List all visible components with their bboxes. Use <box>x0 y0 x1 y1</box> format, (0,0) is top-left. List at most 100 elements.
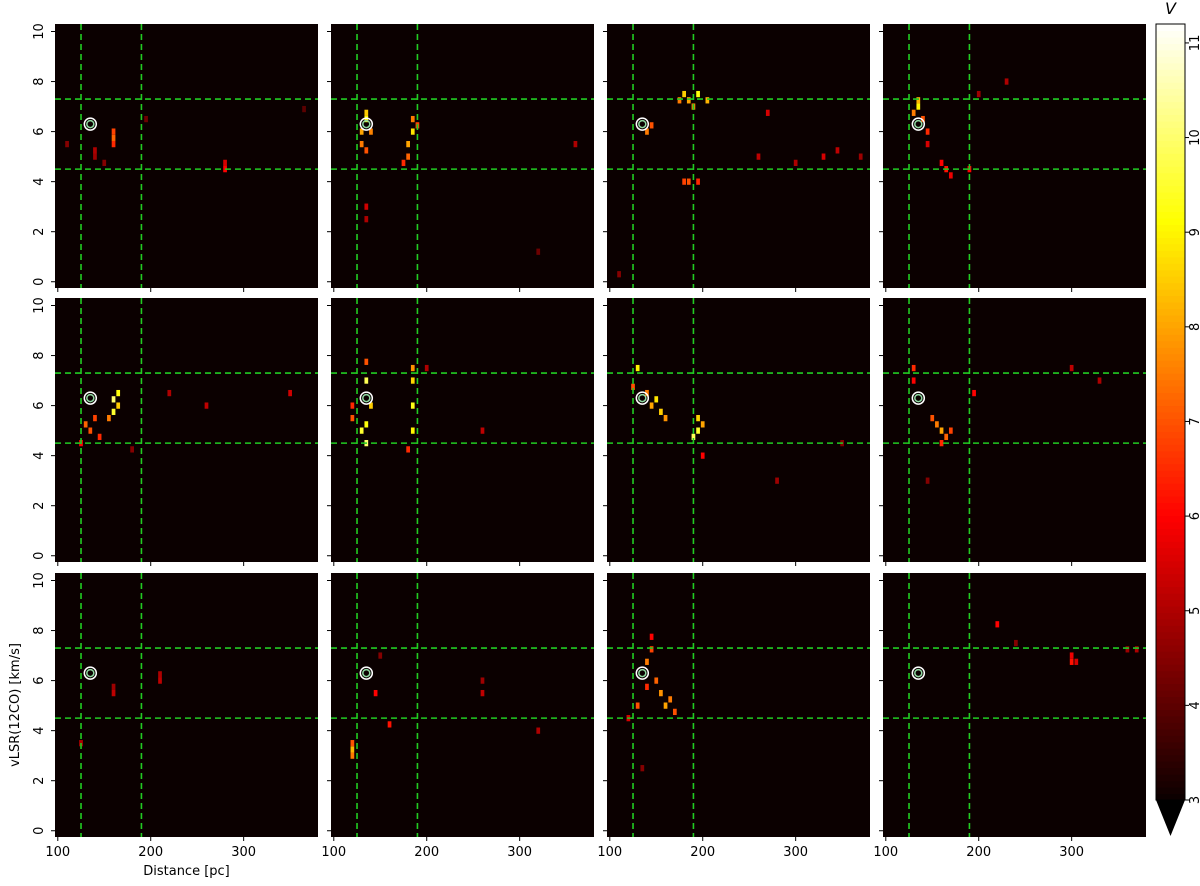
heatmap-cell <box>350 740 355 747</box>
colorbar-tick-label: 11 <box>1188 35 1200 52</box>
colorbar-tick-label: 9 <box>1188 228 1200 236</box>
panel <box>603 24 870 292</box>
x-tick-label: 200 <box>414 845 439 860</box>
panel: 0 2 4 6 8 10 <box>32 297 318 566</box>
heatmap-cell <box>102 159 107 167</box>
y-tick-label: 0 <box>32 827 47 835</box>
colorbar-segment <box>1156 127 1185 135</box>
heatmap-cell <box>364 377 369 384</box>
heatmap-cell <box>948 172 953 179</box>
colorbar-segment <box>1156 787 1185 795</box>
panel-background <box>883 24 1146 288</box>
heatmap-cell <box>65 140 69 148</box>
heatmap-cell <box>659 689 663 697</box>
panel-background <box>331 298 594 562</box>
plot-area <box>55 573 318 837</box>
heatmap-cell <box>649 646 654 653</box>
marker <box>83 666 98 680</box>
colorbar-tick-label: 5 <box>1188 607 1200 615</box>
colorbar-segment <box>1156 121 1185 128</box>
colorbar-segment <box>1156 496 1185 504</box>
y-axis-label: vLSR(12CO) [km/s] <box>8 643 23 767</box>
heatmap-cell <box>696 178 700 185</box>
colorbar-segment <box>1156 88 1185 96</box>
y-tick-label: 8 <box>32 626 47 634</box>
colorbar-segment <box>1156 573 1185 581</box>
heatmap-cell <box>793 159 798 167</box>
marker-inner <box>914 393 923 403</box>
heatmap-cell <box>350 414 355 422</box>
heatmap-cell <box>677 97 682 104</box>
colorbar-segment <box>1156 211 1185 219</box>
plot-area <box>55 24 318 288</box>
colorbar-segment <box>1156 379 1185 387</box>
colorbar-segment <box>1156 767 1185 775</box>
marker <box>635 117 650 131</box>
colorbar-segment <box>1156 547 1185 555</box>
heatmap-cell <box>645 658 649 665</box>
colorbar-segment <box>1156 327 1185 335</box>
heatmap-cell <box>406 153 410 160</box>
colorbar-segment <box>1156 256 1185 264</box>
heatmap-cell <box>480 689 485 697</box>
panel <box>879 298 1146 566</box>
heatmap-cell <box>659 408 663 415</box>
colorbar-segment <box>1156 638 1185 646</box>
colorbar-segment <box>1156 43 1185 51</box>
plot-area <box>883 573 1146 837</box>
marker <box>635 391 650 405</box>
colorbar-segment <box>1156 521 1185 529</box>
y-tick-label: 4 <box>32 727 47 735</box>
y-tick-label: 8 <box>32 351 47 359</box>
heatmap-cell <box>1074 658 1079 665</box>
marker <box>83 391 98 405</box>
marker <box>359 666 374 680</box>
colorbar-tick-label: 6 <box>1188 512 1200 520</box>
colorbar-segment <box>1156 418 1185 426</box>
plot-area <box>331 298 594 562</box>
colorbar-segment <box>1156 192 1185 200</box>
panel-background <box>607 298 870 562</box>
heatmap-cell <box>635 702 640 709</box>
colorbar-segment <box>1156 586 1185 594</box>
colorbar-tick-label: 10 <box>1188 129 1200 146</box>
plot-area <box>607 573 870 837</box>
marker <box>911 391 926 405</box>
heatmap-cell <box>1069 658 1074 665</box>
y-tick-label: 10 <box>32 297 47 314</box>
colorbar-segment <box>1156 347 1185 355</box>
heatmap-cell <box>617 271 621 278</box>
heatmap-cell <box>410 364 415 372</box>
colorbar-segment <box>1156 793 1185 801</box>
heatmap-cell <box>995 621 1000 628</box>
panel <box>603 298 870 566</box>
heatmap-cell <box>645 389 649 397</box>
heatmap-cell <box>480 677 485 684</box>
x-tick-label: 100 <box>45 845 70 860</box>
colorbar-segment <box>1156 218 1185 225</box>
x-tick-label: 200 <box>966 845 991 860</box>
heatmap-cell <box>696 90 700 98</box>
heatmap-cell <box>663 702 668 709</box>
heatmap-cell <box>631 383 635 390</box>
colorbar-segment <box>1156 198 1185 206</box>
heatmap-cell <box>645 128 649 135</box>
colorbar-segment <box>1156 761 1185 769</box>
colorbar-segment <box>1156 269 1185 277</box>
heatmap-cell <box>672 708 677 716</box>
heatmap-cell <box>916 103 921 110</box>
heatmap-cell <box>1125 646 1130 653</box>
colorbar-segment <box>1156 75 1185 83</box>
colorbar-segment <box>1156 502 1185 510</box>
colorbar-segment <box>1156 489 1185 497</box>
colorbar-extend <box>1156 800 1185 836</box>
colorbar-segment <box>1156 224 1185 232</box>
heatmap-cell <box>364 109 369 116</box>
colorbar-segment <box>1156 651 1185 659</box>
colorbar-segment <box>1156 534 1185 542</box>
colorbar-segment <box>1156 24 1185 31</box>
heatmap-cell <box>835 147 840 154</box>
heatmap-cell <box>821 153 826 160</box>
heatmap-cell <box>925 140 930 148</box>
